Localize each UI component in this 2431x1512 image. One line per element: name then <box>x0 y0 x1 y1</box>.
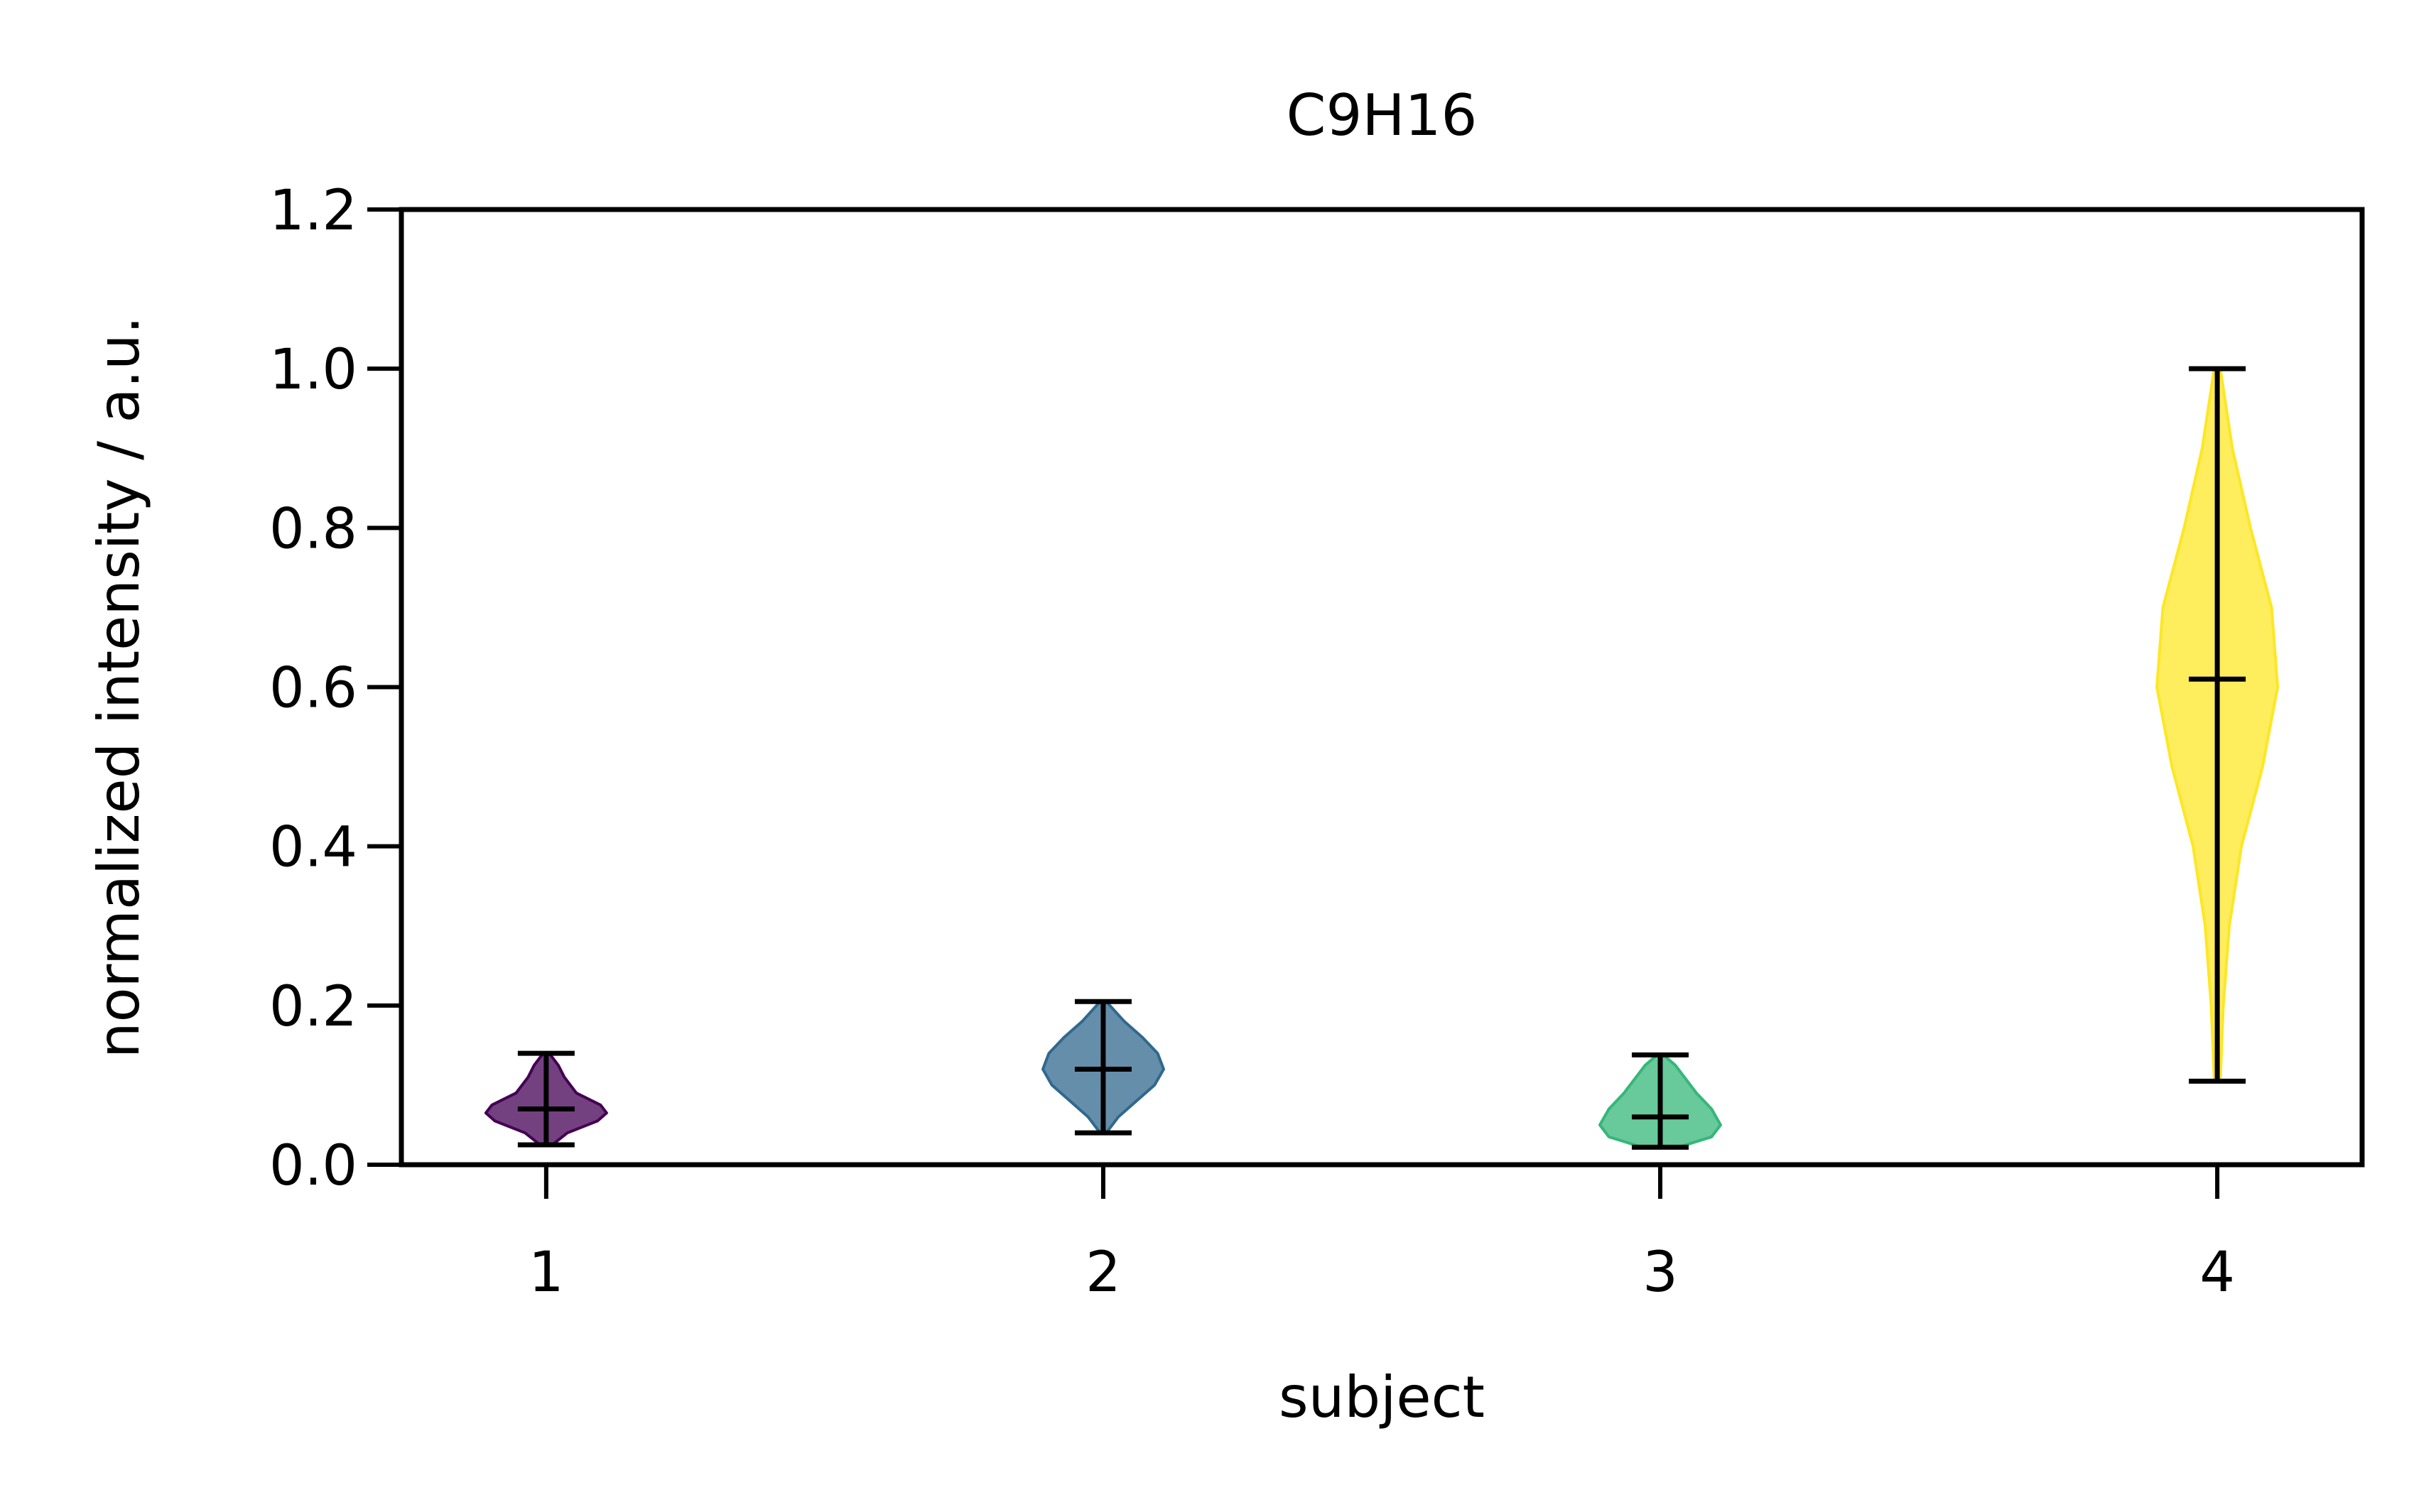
y-tick-label: 1.2 <box>269 179 357 243</box>
y-tick-label: 0.0 <box>269 1134 357 1198</box>
x-axis-title: subject <box>1279 1364 1485 1430</box>
chart-title: C9H16 <box>1287 82 1478 148</box>
y-tick-label: 0.6 <box>269 657 357 721</box>
y-tick-label: 0.4 <box>269 816 357 880</box>
x-tick-label: 3 <box>1642 1241 1678 1305</box>
x-axis: 1 2 3 4 <box>529 1165 2235 1305</box>
y-tick-label: 0.2 <box>269 975 357 1039</box>
x-tick-label: 1 <box>529 1241 564 1305</box>
y-axis-title: normalized intensity / a.u. <box>86 316 152 1058</box>
x-tick-label: 4 <box>2199 1241 2235 1305</box>
violins-layer <box>484 367 2280 1149</box>
stats-layer <box>517 366 2246 1150</box>
plot-area-frame <box>399 207 2365 1168</box>
y-axis: 0.0 0.2 0.4 0.6 0.8 1.0 1.2 <box>269 179 401 1198</box>
y-tick-label: 1.0 <box>269 338 357 402</box>
y-tick-label: 0.8 <box>269 497 357 561</box>
x-tick-label: 2 <box>1085 1241 1121 1305</box>
